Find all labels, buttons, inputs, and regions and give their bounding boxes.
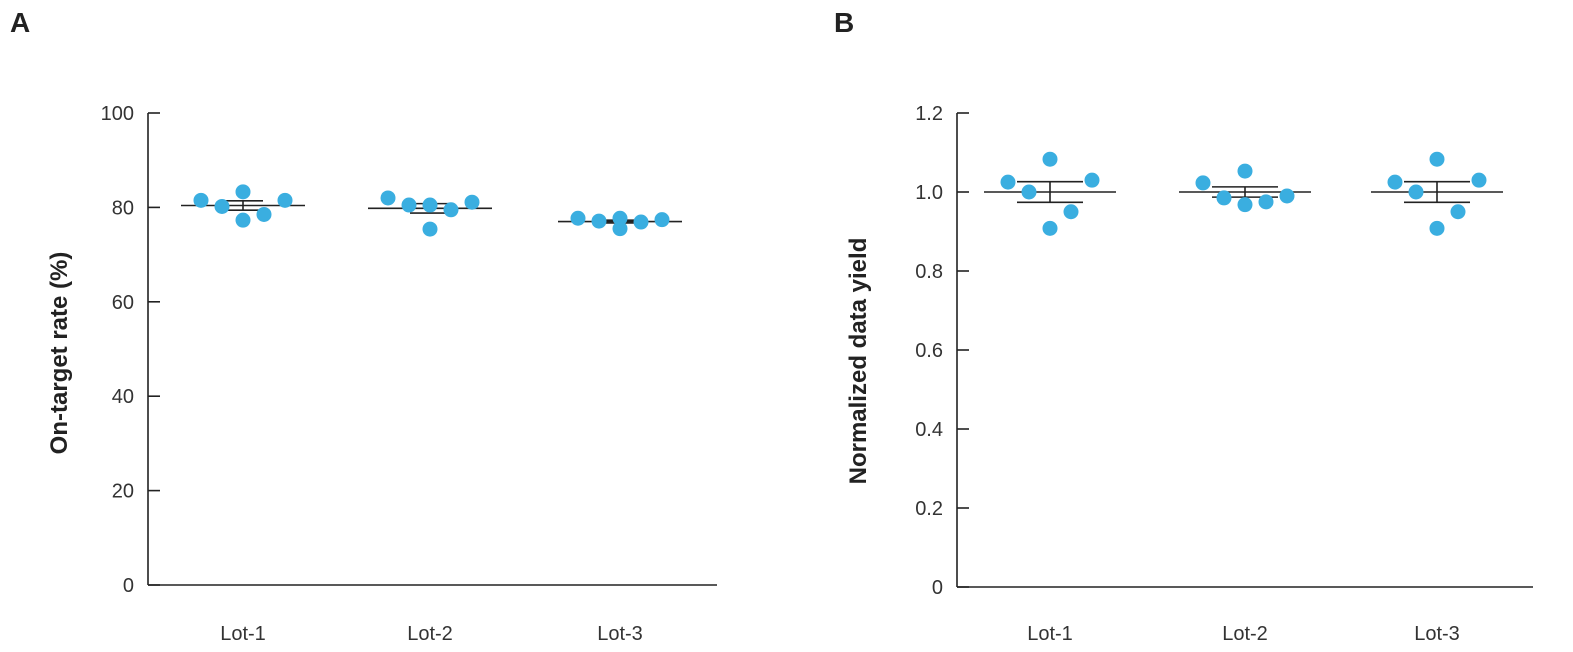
data-point xyxy=(193,192,209,208)
y-tick-label: 20 xyxy=(112,481,134,503)
data-group-lot-1 xyxy=(181,184,305,228)
data-point xyxy=(214,198,230,214)
x-category-label: Lot-3 xyxy=(1414,623,1460,645)
y-tick-label: 1.2 xyxy=(915,103,943,125)
data-point xyxy=(277,192,293,208)
y-tick-label: 40 xyxy=(112,386,134,408)
data-point xyxy=(1084,172,1100,188)
data-point xyxy=(1237,197,1253,213)
data-point xyxy=(1000,174,1016,190)
x-category-label: Lot-1 xyxy=(220,623,266,645)
y-tick-label: 0 xyxy=(932,577,943,599)
data-group-lot-3 xyxy=(1371,151,1503,236)
data-point xyxy=(1387,174,1403,190)
x-category-label: Lot-1 xyxy=(1027,623,1073,645)
data-point xyxy=(633,214,649,230)
y-tick-label: 0.6 xyxy=(915,340,943,362)
y-tick-label: 80 xyxy=(112,197,134,219)
data-point xyxy=(1450,204,1466,220)
y-tick-label: 0.4 xyxy=(915,419,943,441)
data-group-lot-3 xyxy=(558,210,682,237)
y-tick-label: 0.8 xyxy=(915,261,943,283)
data-point xyxy=(1408,184,1424,200)
x-category-label: Lot-2 xyxy=(407,623,453,645)
data-point xyxy=(235,212,251,228)
data-point xyxy=(380,190,396,206)
y-tick-label: 0 xyxy=(123,575,134,597)
x-category-label: Lot-3 xyxy=(597,623,643,645)
data-point xyxy=(443,202,459,218)
y-tick-label: 100 xyxy=(101,103,134,125)
y-tick-label: 1.0 xyxy=(915,182,943,204)
data-point xyxy=(401,197,417,213)
y-axis-title: On-target rate (%) xyxy=(46,252,73,455)
data-point xyxy=(1063,204,1079,220)
data-point xyxy=(1429,151,1445,167)
data-point xyxy=(1429,220,1445,236)
chart-panel-b: B 0 0.2 0.4 0.6 0.8 1.0 1.2 Normalized data yiel… xyxy=(834,7,1533,645)
data-point xyxy=(591,213,607,229)
data-point xyxy=(464,194,480,210)
data-point xyxy=(1042,220,1058,236)
data-point xyxy=(1042,151,1058,167)
panel-label: B xyxy=(834,7,854,38)
data-point xyxy=(235,184,251,200)
data-group-lot-2 xyxy=(368,190,492,237)
y-axis-title: Normalized data yield xyxy=(845,238,872,485)
data-group-lot-1 xyxy=(984,151,1116,236)
data-point xyxy=(654,212,670,228)
data-point xyxy=(1471,172,1487,188)
data-point xyxy=(1279,188,1295,204)
data-point xyxy=(256,206,272,222)
data-point xyxy=(1216,190,1232,206)
data-point xyxy=(1237,163,1253,179)
data-point xyxy=(612,210,628,226)
y-tick-label: 0.2 xyxy=(915,498,943,520)
data-point xyxy=(612,221,628,237)
data-group-lot-2 xyxy=(1179,163,1311,213)
chart-panel-a: A 0 20 40 60 80 100 On-target rate (%) Lot-1 Lot-… xyxy=(10,7,717,645)
panel-label: A xyxy=(10,7,30,38)
data-point xyxy=(422,197,438,213)
data-point xyxy=(422,221,438,237)
data-point xyxy=(1195,175,1211,191)
data-point xyxy=(1021,184,1037,200)
data-point xyxy=(570,210,586,226)
x-category-label: Lot-2 xyxy=(1222,623,1268,645)
data-point xyxy=(1258,194,1274,210)
y-tick-label: 60 xyxy=(112,292,134,314)
